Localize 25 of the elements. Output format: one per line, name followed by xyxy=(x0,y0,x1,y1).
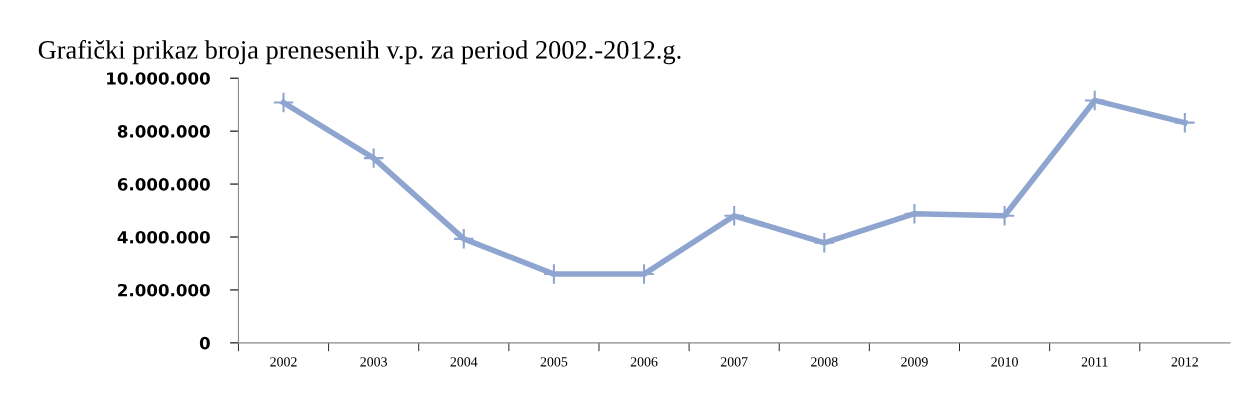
point xyxy=(1174,111,1196,134)
x-tick-label: 2004 xyxy=(450,357,478,367)
point xyxy=(1083,89,1106,112)
x-tick-label: 2011 xyxy=(1081,357,1108,367)
y-tick-label: 0 xyxy=(199,336,210,350)
point xyxy=(723,205,745,227)
y-tick-label: 6.000.000 xyxy=(117,178,210,191)
x-tick-label: 2010 xyxy=(991,357,1018,367)
y-tick-label: 10.000.000 xyxy=(107,72,210,85)
x-tick-label: 2005 xyxy=(540,357,568,367)
point xyxy=(362,147,385,169)
x-tick-label: 2006 xyxy=(630,357,658,367)
y-tick-label: 4.000.000 xyxy=(117,230,210,244)
y-tick-label: 2.000.000 xyxy=(118,283,210,297)
point xyxy=(813,232,836,254)
x-tick-label: 2012 xyxy=(1171,357,1198,367)
x-tick-label: 2002 xyxy=(270,357,297,367)
point xyxy=(272,91,295,114)
x-tick-label: 2009 xyxy=(901,357,928,367)
x-tick-label: 2008 xyxy=(811,357,838,367)
x-tick-label: 2007 xyxy=(720,357,748,367)
x-tick-label: 2003 xyxy=(360,357,387,367)
point xyxy=(453,228,475,250)
y-tick-label: 8.000.000 xyxy=(117,125,210,138)
chart-title: Grafički prikaz broja prenesenih v.p. za period 2002.-2012.g. xyxy=(38,39,681,65)
